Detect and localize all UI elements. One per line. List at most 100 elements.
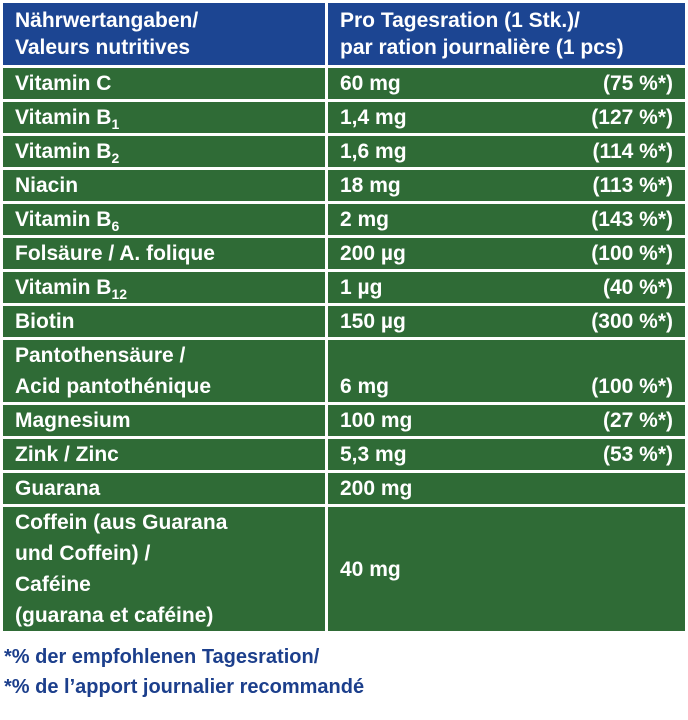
header-line: Pro Tagesration (1 Stk.)/ [340,9,580,32]
nutrient-cell: Niacin [0,167,328,204]
nutrient-line: Vitamin B2 [15,138,313,167]
nutrient-line: Folsäure / A. folique [15,240,313,268]
amount-cell: 150 µg (300 %*) [325,303,688,340]
amount-cell: 200 mg [325,470,688,507]
amount: 1,4 mg [340,106,407,129]
footnote-line: *% de l’apport journalier recommandé [4,676,365,698]
nutrient-cell: Vitamin B1 [0,99,328,136]
nutrient-line: Caféine [15,569,313,600]
nutrient-cell: Vitamin C [0,65,328,102]
amount-line: 200 mg [340,475,673,503]
amount-cell: 6 mg (100 %*) [325,337,688,405]
amount: 60 mg [340,72,401,95]
amount-line: 6 mg (100 %*) [340,371,673,401]
percent: (75 %*) [602,72,673,95]
table-row: Niacin 18 mg (113 %*) [0,167,688,204]
subscript: 6 [111,218,120,235]
nutrient-cell: Vitamin B6 [0,201,328,238]
nutrient-name: Vitamin B [15,140,112,163]
header-row: Nährwertangaben/ Valeurs nutritives Pro … [0,0,688,68]
amount-cell: 2 mg (143 %*) [325,201,688,238]
amount-line: 2 mg (143 %*) [340,206,673,234]
header-line: par ration journalière (1 pcs) [340,36,624,59]
nutrient-line: Magnesium [15,407,313,435]
nutrient-name: Biotin [15,310,75,333]
nutrient-cell: Vitamin B12 [0,269,328,306]
nutrient-line: Zink / Zinc [15,441,313,469]
amount-cell: 18 mg (113 %*) [325,167,688,204]
nutrient-line: Vitamin B1 [15,104,313,133]
nutrient-line: (guarana et caféine) [15,600,313,630]
nutrient-line: Biotin [15,308,313,336]
amount: 100 mg [340,409,413,432]
footnote-line: *% der empfohlenen Tagesration/ [4,646,320,668]
percent: (127 %*) [591,106,673,129]
nutrient-line: Vitamin C [15,70,313,98]
table-row: Vitamin B12 1 µg (40 %*) [0,269,688,306]
nutrient-name: (guarana et caféine) [15,604,214,627]
amount-line: 1,4 mg (127 %*) [340,104,673,132]
amount: 40 mg [340,557,401,581]
amount: 200 µg [340,242,406,265]
table-row: Vitamin B2 1,6 mg (114 %*) [0,133,688,170]
table-row: Vitamin B6 2 mg (143 %*) [0,201,688,238]
amount-cell: 1 µg (40 %*) [325,269,688,306]
percent: (114 %*) [592,140,673,163]
nutrient-cell: Guarana [0,470,328,507]
amount-cell: 100 mg (27 %*) [325,402,688,439]
nutrient-line: Coffein (aus Guarana [15,509,313,539]
nutrient-cell: Folsäure / A. folique [0,235,328,272]
subscript: 1 [111,116,120,133]
nutrient-cell: Zink / Zinc [0,436,328,473]
table-row: Vitamin B1 1,4 mg (127 %*) [0,99,688,136]
nutrient-name: Zink / Zinc [15,443,119,466]
nutrient-line: und Coffein) / [15,538,313,569]
nutrient-name: Pantothensäure / [15,344,186,367]
nutrient-name: Caféine [15,573,91,596]
table-body: Nährwertangaben/ Valeurs nutritives Pro … [0,0,688,634]
subscript: 2 [111,150,120,167]
amount-line: 1,6 mg (114 %*) [340,138,673,166]
amount-line: 18 mg (113 %*) [340,172,673,200]
nutrient-name: Coffein (aus Guarana [15,511,228,534]
nutrient-cell: Magnesium [0,402,328,439]
nutrient-name: und Coffein) / [15,542,151,565]
nutrient-name: Acid pantothénique [15,375,211,398]
amount: 2 mg [340,208,390,231]
nutrient-cell: Vitamin B2 [0,133,328,170]
amount-cell: 1,6 mg (114 %*) [325,133,688,170]
subscript: 12 [111,286,128,303]
percent: (40 %*) [602,276,673,299]
amount-line: 40 mg [340,554,673,585]
table-row: Zink / Zinc 5,3 mg (53 %*) [0,436,688,473]
nutrient-line: Guarana [15,475,313,503]
nutrient-line: Vitamin B6 [15,206,313,235]
amount-line: 1 µg (40 %*) [340,274,673,302]
amount: 1 µg [340,276,383,299]
nutrient-cell: Biotin [0,303,328,340]
nutrient-name: Vitamin B [15,276,112,299]
amount-cell: 40 mg [325,504,688,634]
header-line: Nährwertangaben/ [15,9,199,32]
header-cell: Nährwertangaben/ Valeurs nutritives [0,0,328,68]
table-row: Magnesium 100 mg (27 %*) [0,402,688,439]
table-row: Vitamin C 60 mg (75 %*) [0,65,688,102]
table-row: Folsäure / A. folique 200 µg (100 %*) [0,235,688,272]
amount-cell: 1,4 mg (127 %*) [325,99,688,136]
nutrient-cell: Coffein (aus Guarana und Coffein) / Caféin… [0,504,328,634]
nutrient-line: Niacin [15,172,313,200]
amount: 18 mg [340,174,401,197]
percent: (53 %*) [602,443,673,466]
percent: (143 %*) [591,208,673,231]
amount-line: 5,3 mg (53 %*) [340,441,673,469]
percent: (27 %*) [602,409,673,432]
amount-cell: 5,3 mg (53 %*) [325,436,688,473]
nutrient-name: Vitamin B [15,106,112,129]
nutrient-name: Guarana [15,477,101,500]
nutrient-name: Niacin [15,174,79,197]
amount-cell: 60 mg (75 %*) [325,65,688,102]
nutrient-name: Magnesium [15,409,131,432]
nutrient-name: Vitamin C [15,72,112,95]
table-row: Coffein (aus Guarana und Coffein) / Caféin… [0,504,688,634]
